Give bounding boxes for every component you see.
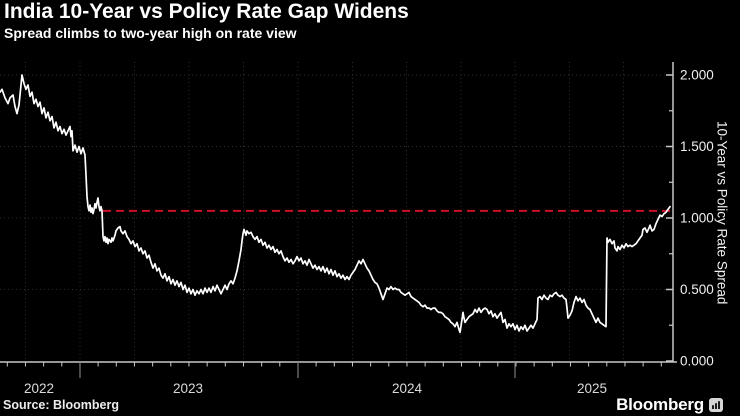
svg-text:2.000: 2.000 (680, 68, 714, 83)
svg-text:1.000: 1.000 (680, 211, 714, 226)
bloomberg-wordmark: Bloomberg (616, 395, 704, 414)
svg-text:1.500: 1.500 (680, 139, 714, 154)
svg-text:0.500: 0.500 (680, 282, 714, 297)
bar-chart-icon (709, 398, 723, 412)
svg-text:0.000: 0.000 (680, 354, 714, 369)
x-axis-year-label: 2025 (577, 381, 607, 396)
x-axis-year-label: 2024 (392, 381, 423, 396)
chart-subtitle: Spread climbs to two-year high on rate v… (4, 25, 297, 41)
chart-title: India 10-Year vs Policy Rate Gap Widens (4, 0, 409, 23)
x-axis-year-label: 2023 (173, 381, 203, 396)
source-label: Source: Bloomberg (3, 398, 119, 412)
x-axis-year-label: 2022 (24, 381, 54, 396)
y-axis-title: 10-Year vs Policy Rate Spread (714, 121, 730, 305)
bloomberg-logo: Bloomberg (616, 395, 723, 415)
